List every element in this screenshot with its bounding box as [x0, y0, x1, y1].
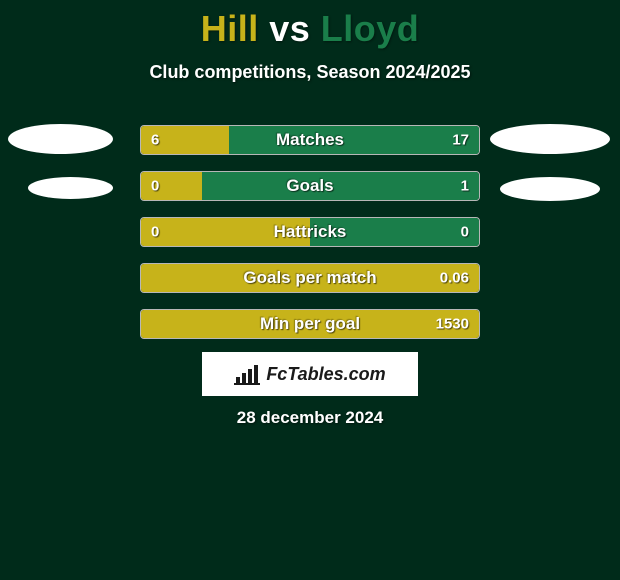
stat-bar-value-right: 0.06	[440, 270, 469, 287]
stat-bar-value-left: 0	[151, 178, 159, 195]
comparison-chart: Matches 6 17 Goals 0 1 Hattricks 0 0 Goals per ma…	[0, 111, 620, 371]
title-vs: vs	[269, 8, 310, 49]
stat-bar-value-left: 0	[151, 224, 159, 241]
stat-bar-value-right: 17	[452, 132, 469, 149]
page-title: Hill vs Lloyd	[0, 0, 620, 50]
stat-bar-right	[229, 126, 479, 154]
title-player1: Hill	[201, 8, 259, 49]
stat-bar: Hattricks 0 0	[140, 217, 480, 247]
date-text: 28 december 2024	[237, 408, 384, 428]
stat-bar: Goals 0 1	[140, 171, 480, 201]
stat-bar-right	[202, 172, 479, 200]
stat-bar-value-left: 6	[151, 132, 159, 149]
stat-bar-label: Min per goal	[260, 314, 360, 334]
stat-bar-label: Matches	[276, 130, 344, 150]
avatar-ellipse	[490, 124, 610, 154]
subtitle: Club competitions, Season 2024/2025	[0, 62, 620, 83]
stat-bar-label: Goals	[286, 176, 333, 196]
logo-box: FcTables.com	[202, 352, 418, 396]
stat-bar-value-right: 0	[461, 224, 469, 241]
stat-bar-label: Hattricks	[274, 222, 347, 242]
stat-bar-label: Goals per match	[243, 268, 376, 288]
logo-text: FcTables.com	[266, 364, 385, 385]
title-player2: Lloyd	[321, 8, 420, 49]
stat-bar-value-right: 1	[461, 178, 469, 195]
stat-bar-value-right: 1530	[436, 316, 469, 333]
stat-bar: Matches 6 17	[140, 125, 480, 155]
stat-bar: Goals per match 0.06	[140, 263, 480, 293]
avatar-ellipse	[8, 124, 113, 154]
avatar-ellipse	[28, 177, 113, 199]
avatar-ellipse	[500, 177, 600, 201]
stat-bar: Min per goal 1530	[140, 309, 480, 339]
chart-icon	[234, 363, 260, 385]
